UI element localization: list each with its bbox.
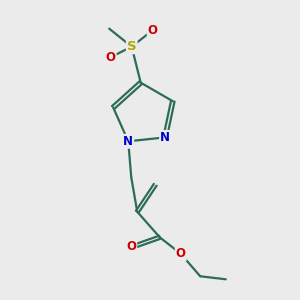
Text: N: N xyxy=(123,135,133,148)
Text: S: S xyxy=(127,40,136,53)
Text: O: O xyxy=(176,247,186,260)
Text: O: O xyxy=(126,240,136,253)
Text: O: O xyxy=(148,24,158,37)
Text: O: O xyxy=(106,51,116,64)
Text: N: N xyxy=(160,131,170,144)
